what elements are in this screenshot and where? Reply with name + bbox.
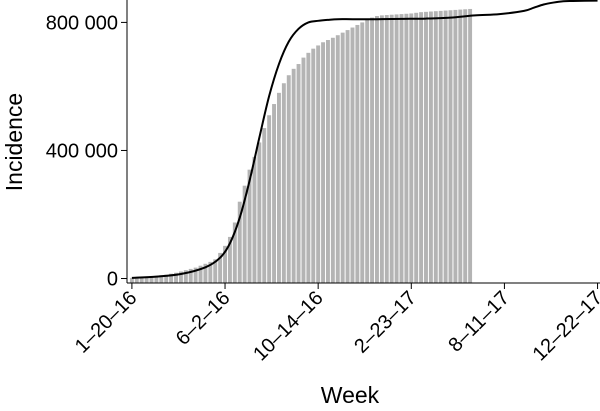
bar	[409, 13, 414, 283]
bar	[365, 19, 370, 284]
bar	[149, 276, 154, 283]
bar	[335, 35, 340, 284]
bar	[213, 259, 218, 283]
bar	[286, 75, 291, 283]
bar	[443, 10, 448, 284]
bar	[134, 277, 139, 283]
bar	[326, 40, 330, 283]
bar	[193, 267, 198, 283]
fitted-curve	[131, 0, 598, 279]
bar	[379, 15, 384, 284]
bar	[468, 8, 473, 284]
bar	[291, 68, 296, 283]
bar	[340, 32, 345, 284]
bar	[384, 15, 389, 284]
x-tick-label: 1–20–16	[71, 287, 142, 358]
bar	[345, 30, 350, 284]
bar	[296, 64, 301, 283]
bar	[164, 274, 169, 283]
bar	[316, 45, 321, 284]
bar	[227, 236, 232, 283]
x-tick-label: 12–22–17	[529, 287, 600, 365]
bar	[169, 273, 174, 283]
bar	[188, 268, 193, 283]
bar	[414, 12, 419, 284]
bar	[448, 10, 453, 284]
bar	[223, 245, 227, 283]
bar	[174, 272, 178, 283]
bar	[458, 9, 463, 283]
y-tick-label: 0	[107, 269, 118, 291]
x-axis-label: Week	[321, 382, 380, 408]
bar	[154, 275, 159, 283]
bar	[281, 83, 286, 284]
y-tick-label: 800 000	[46, 12, 118, 34]
bar	[453, 9, 458, 283]
bar	[360, 22, 365, 283]
bar	[178, 271, 183, 283]
bar	[370, 17, 375, 284]
bar	[272, 104, 277, 283]
bar	[139, 277, 144, 283]
bar	[355, 24, 360, 283]
bar	[242, 185, 247, 283]
bar	[311, 48, 316, 283]
bar	[306, 52, 311, 283]
bar	[438, 10, 443, 283]
bar	[183, 270, 188, 283]
bar	[350, 27, 355, 284]
x-tick-label: 2–23–17	[350, 287, 421, 358]
bar-series	[129, 8, 473, 284]
bar	[267, 115, 272, 283]
bar	[321, 42, 326, 284]
y-tick-label: 400 000	[46, 140, 118, 162]
x-tick-label: 8–11–17	[444, 287, 514, 357]
x-tick-label: 10–14–16	[249, 287, 327, 365]
bar	[247, 169, 252, 283]
bar	[276, 92, 281, 283]
bar	[262, 128, 267, 283]
bar	[389, 14, 394, 283]
bar	[463, 9, 468, 284]
bar	[252, 156, 257, 283]
bar	[330, 37, 335, 283]
bar	[218, 252, 223, 283]
x-tick-label: 6–2–16	[172, 287, 235, 350]
bar	[375, 16, 379, 283]
bar	[232, 222, 237, 283]
bar	[129, 277, 134, 283]
bar	[144, 276, 149, 283]
bar	[419, 12, 424, 283]
bar	[198, 265, 203, 283]
bar	[424, 11, 428, 283]
bar	[428, 11, 433, 284]
x-ticks: 1–20–16 6–2–16 10–14–16 2–23–17 8–11–17 12–22…	[71, 283, 600, 365]
bar	[301, 57, 306, 284]
bar	[399, 14, 404, 284]
bar	[394, 14, 399, 283]
bar	[404, 13, 409, 284]
y-ticks: 0 400 000 800 000	[46, 12, 127, 291]
bar	[257, 142, 262, 283]
bar	[159, 275, 164, 283]
bar	[208, 261, 213, 283]
bar	[237, 201, 242, 283]
y-axis-label: Incidence	[1, 93, 27, 191]
bar	[433, 11, 438, 283]
bar	[203, 263, 208, 283]
